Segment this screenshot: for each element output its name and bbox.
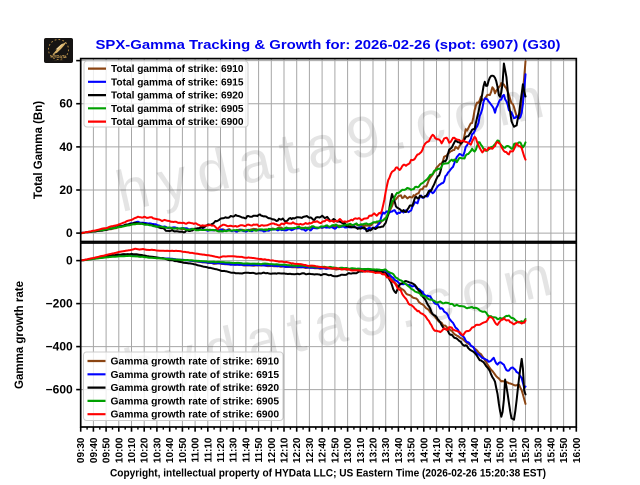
svg-text:Total gamma of strike: 6905: Total gamma of strike: 6905 xyxy=(111,104,244,115)
svg-text:13:50: 13:50 xyxy=(407,437,418,463)
svg-text:15:20: 15:20 xyxy=(521,437,532,463)
svg-text:15:00: 15:00 xyxy=(496,437,507,463)
svg-text:15:10: 15:10 xyxy=(508,437,519,463)
svg-text:11:40: 11:40 xyxy=(241,437,252,462)
svg-text:−400: −400 xyxy=(46,340,73,354)
svg-text:12:20: 12:20 xyxy=(292,437,303,463)
svg-text:12:30: 12:30 xyxy=(305,437,316,463)
svg-text:Total gamma of strike: 6900: Total gamma of strike: 6900 xyxy=(111,117,244,128)
svg-text:13:20: 13:20 xyxy=(369,437,380,463)
svg-text:12:40: 12:40 xyxy=(318,437,329,463)
svg-text:SPX-Gamma Tracking & Growth fo: SPX-Gamma Tracking & Growth for: 2026-02… xyxy=(96,38,561,52)
svg-text:Gamma growth rate of strike: 6: Gamma growth rate of strike: 6905 xyxy=(111,396,280,407)
svg-text:13:00: 13:00 xyxy=(343,437,354,463)
svg-text:14:40: 14:40 xyxy=(470,437,481,463)
svg-text:14:00: 14:00 xyxy=(419,437,430,463)
svg-text:11:00: 11:00 xyxy=(191,437,202,462)
svg-text:0: 0 xyxy=(66,254,73,268)
svg-text:Copyright, intellectual proper: Copyright, intellectual property of HYDa… xyxy=(110,468,546,480)
svg-text:14:30: 14:30 xyxy=(457,437,468,463)
svg-text:15:40: 15:40 xyxy=(546,437,557,463)
svg-text:Total gamma of strike: 6915: Total gamma of strike: 6915 xyxy=(111,77,244,88)
svg-text:0: 0 xyxy=(66,226,73,240)
svg-text:12:10: 12:10 xyxy=(280,437,291,463)
svg-text:12:00: 12:00 xyxy=(267,437,278,463)
svg-text:HYDaTa: HYDaTa xyxy=(51,54,68,59)
svg-text:13:40: 13:40 xyxy=(394,437,405,463)
svg-text:10:10: 10:10 xyxy=(127,437,138,463)
svg-text:−200: −200 xyxy=(46,297,73,311)
svg-text:−600: −600 xyxy=(46,383,73,397)
svg-text:14:50: 14:50 xyxy=(483,437,494,463)
svg-text:Total Gamma (Bn): Total Gamma (Bn) xyxy=(33,101,45,199)
svg-text:Gamma growth rate of strike: 6: Gamma growth rate of strike: 6920 xyxy=(111,383,280,394)
svg-text:09:30: 09:30 xyxy=(76,437,87,463)
svg-text:15:50: 15:50 xyxy=(559,437,570,463)
svg-text:Gamma growth rate of strike: 6: Gamma growth rate of strike: 6915 xyxy=(111,370,280,381)
svg-text:60: 60 xyxy=(59,97,73,111)
svg-text:20: 20 xyxy=(59,183,73,197)
svg-text:Total gamma of strike: 6920: Total gamma of strike: 6920 xyxy=(111,91,244,102)
svg-text:09:40: 09:40 xyxy=(89,437,100,463)
svg-text:11:20: 11:20 xyxy=(216,437,227,462)
svg-text:13:30: 13:30 xyxy=(381,437,392,463)
svg-text:11:10: 11:10 xyxy=(203,437,214,462)
svg-text:10:30: 10:30 xyxy=(152,437,163,463)
svg-text:· — · — ·: · — · — · xyxy=(53,59,65,62)
svg-text:10:00: 10:00 xyxy=(114,437,125,463)
svg-text:14:10: 14:10 xyxy=(432,437,443,463)
svg-text:10:50: 10:50 xyxy=(178,437,189,463)
svg-text:12:50: 12:50 xyxy=(330,437,341,463)
svg-text:16:00: 16:00 xyxy=(572,437,583,463)
svg-text:11:30: 11:30 xyxy=(229,437,240,462)
svg-text:10:40: 10:40 xyxy=(165,437,176,463)
svg-text:10:20: 10:20 xyxy=(140,437,151,463)
svg-text:Gamma growth rate: Gamma growth rate xyxy=(14,281,26,389)
svg-text:Gamma growth rate of strike: 6: Gamma growth rate of strike: 6900 xyxy=(111,410,280,421)
svg-text:11:50: 11:50 xyxy=(254,437,265,462)
svg-text:40: 40 xyxy=(59,140,73,154)
svg-text:Total gamma of strike: 6910: Total gamma of strike: 6910 xyxy=(111,64,244,75)
svg-text:14:20: 14:20 xyxy=(445,437,456,463)
svg-text:13:10: 13:10 xyxy=(356,437,367,463)
svg-text:Gamma growth rate of strike: 6: Gamma growth rate of strike: 6910 xyxy=(111,357,280,368)
svg-text:15:30: 15:30 xyxy=(534,437,545,463)
svg-text:09:50: 09:50 xyxy=(102,437,113,463)
